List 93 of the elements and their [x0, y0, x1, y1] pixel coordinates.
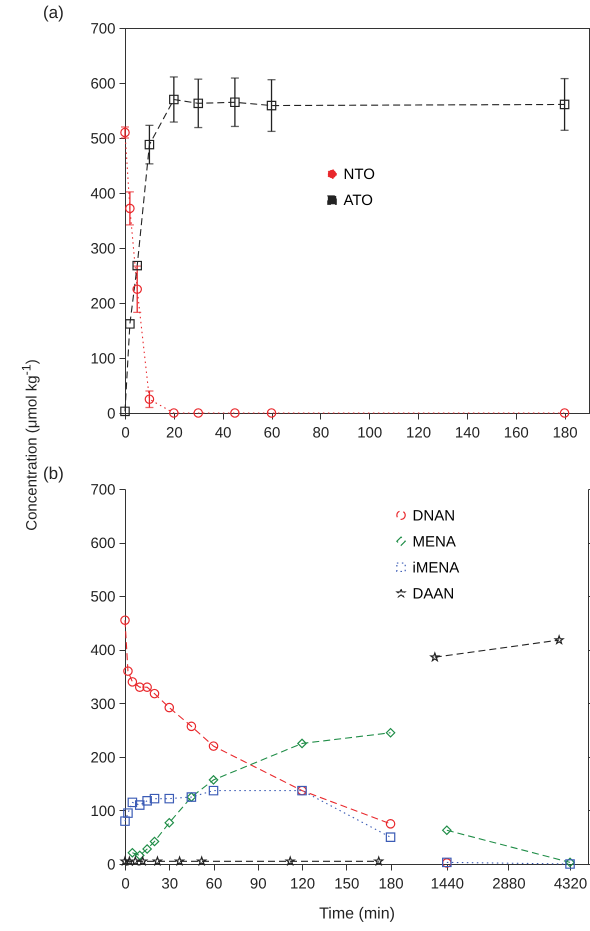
point — [125, 204, 135, 214]
x-tick-label: 20 — [166, 424, 183, 442]
point — [386, 819, 396, 829]
point — [132, 260, 142, 270]
point — [150, 836, 160, 846]
x-tick-label: 60 — [264, 424, 280, 442]
x-axis-title: Time (min) — [319, 906, 395, 922]
point — [266, 408, 276, 418]
point — [208, 775, 218, 785]
legend-label: iMENA — [412, 559, 460, 576]
point — [230, 408, 240, 418]
point — [442, 825, 452, 836]
point — [144, 140, 154, 150]
x-tick-label: 2880 — [492, 876, 526, 892]
point — [128, 677, 138, 687]
point — [193, 408, 204, 418]
y-tick-label: 0 — [107, 856, 116, 874]
point — [152, 856, 162, 866]
x-tick-label: 40 — [214, 424, 232, 442]
point — [125, 319, 135, 329]
point — [430, 652, 440, 662]
point — [142, 844, 152, 854]
chart-title: (b) — [43, 464, 64, 483]
x-tick-label: 30 — [161, 876, 178, 892]
point — [120, 406, 130, 416]
point — [120, 615, 130, 626]
y-tick-label: 500 — [90, 588, 116, 606]
point — [123, 666, 133, 676]
x-tick-label: 140 — [454, 424, 480, 442]
x-tick-label: 60 — [206, 876, 222, 892]
y-tick-label: 200 — [90, 749, 116, 766]
y-tick-label: 700 — [90, 20, 116, 38]
point — [120, 816, 130, 826]
x-tick-label: 160 — [504, 424, 529, 442]
chart-title: (a) — [43, 3, 64, 22]
point — [164, 794, 174, 804]
x-tick-label: 90 — [250, 876, 267, 892]
point — [230, 97, 240, 108]
legend-label: NTO — [344, 166, 375, 184]
point — [193, 98, 204, 108]
point — [128, 798, 138, 808]
point — [123, 808, 133, 818]
point — [134, 850, 145, 860]
x-tick-label: 0 — [121, 424, 130, 442]
point — [386, 728, 396, 738]
x-tick-label: 4320 — [554, 876, 588, 892]
x-tick-label: 80 — [312, 424, 330, 442]
x-tick-label: 100 — [357, 424, 382, 442]
point — [169, 94, 179, 104]
point — [297, 738, 307, 748]
point — [150, 794, 160, 804]
y-tick-label: 600 — [90, 535, 116, 552]
point — [208, 786, 218, 796]
point — [560, 408, 570, 418]
point — [128, 848, 138, 858]
point — [164, 702, 174, 712]
legend-label: MENA — [412, 533, 456, 550]
point — [134, 682, 145, 692]
y-tick-label: 400 — [90, 186, 116, 202]
y-tick-label: 600 — [90, 76, 116, 92]
point — [266, 100, 276, 110]
point — [208, 741, 218, 751]
y-tick-label: 500 — [90, 130, 116, 148]
point — [132, 284, 142, 294]
x-tick-label: 150 — [334, 876, 360, 892]
point — [386, 832, 396, 842]
point — [144, 394, 154, 404]
x-tick-label: 0 — [121, 876, 130, 892]
y-tick-label: 700 — [90, 482, 116, 498]
x-tick-label: 120 — [406, 424, 432, 442]
legend-label: ATO — [344, 192, 373, 210]
y-tick-label: 300 — [90, 240, 116, 258]
legend-label: DAAN — [412, 585, 454, 602]
y-tick-label: 300 — [90, 696, 116, 713]
y-tick-label: 0 — [107, 406, 116, 422]
y-tick-label: 200 — [90, 296, 116, 312]
point — [554, 635, 564, 644]
y-tick-label: 400 — [90, 642, 116, 660]
point — [142, 796, 152, 806]
x-tick-label: 1440 — [430, 876, 464, 892]
point — [142, 682, 152, 692]
point — [186, 722, 196, 732]
x-tick-label: 180 — [378, 876, 404, 892]
y-tick-label: 100 — [90, 802, 116, 820]
point — [134, 800, 145, 810]
x-tick-label: 180 — [552, 424, 578, 442]
point — [150, 688, 160, 698]
point — [164, 818, 174, 828]
point — [169, 408, 179, 418]
point — [560, 100, 570, 110]
legend-label: DNAN — [412, 507, 456, 524]
y-tick-label: 100 — [90, 350, 116, 368]
x-tick-label: 120 — [290, 876, 316, 892]
